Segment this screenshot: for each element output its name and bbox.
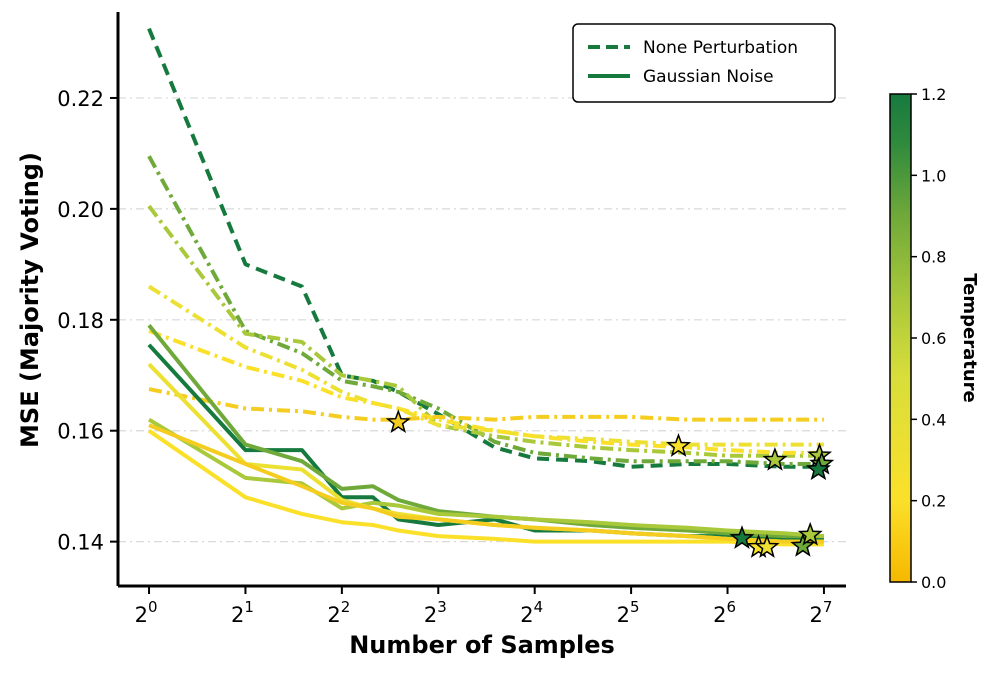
best-point-star <box>729 525 755 549</box>
x-tick-label: 20 <box>135 598 158 627</box>
best-point-star <box>666 433 692 457</box>
best-point-star <box>762 446 788 471</box>
legend-label-none-perturbation: None Perturbation <box>643 38 798 58</box>
colorbar-tick-label: 0.4 <box>921 410 946 429</box>
best-point-star <box>797 521 823 546</box>
best-markers <box>385 409 835 558</box>
series-line-solid-t0_2 <box>148 423 824 544</box>
y-tick-label: 0.18 <box>57 309 104 333</box>
colorbar-tick-label: 0.2 <box>921 492 946 511</box>
y-axis-ticks: 0.14 0.16 0.18 0.20 0.22 <box>57 87 118 555</box>
series-line-dashdot-t0_2 <box>148 387 824 422</box>
y-tick-label: 0.22 <box>57 87 104 111</box>
x-tick-label: 27 <box>809 598 832 627</box>
colorbar-label: Temperature <box>959 273 980 402</box>
colorbar-tick-label: 0.0 <box>921 573 946 592</box>
y-tick-label: 0.16 <box>57 420 104 444</box>
legend-label-gaussian-noise: Gaussian Noise <box>643 67 774 87</box>
x-axis-label: Number of Samples <box>349 631 615 659</box>
series-line-solid-t0_4 <box>147 429 824 547</box>
grid-lines <box>118 97 846 543</box>
legend-box <box>572 23 836 103</box>
colorbar-ticks: 0.0 0.2 0.4 0.6 0.8 1.0 1.2 <box>911 85 946 592</box>
x-tick-label: 24 <box>520 598 543 627</box>
x-tick-label: 21 <box>231 598 254 627</box>
colorbar-tick-label: 1.0 <box>921 166 946 185</box>
series-line-dashdot-t1 <box>147 155 824 466</box>
colorbar-tick-label: 1.2 <box>921 85 946 104</box>
x-tick-label: 22 <box>327 598 350 627</box>
x-axis-ticks: 20 21 22 23 24 25 26 27 <box>135 586 832 627</box>
best-point-star <box>805 456 831 481</box>
series-line-dashdot-t0_8 <box>147 204 824 458</box>
series-line-dashdot-t0_6 <box>147 284 824 447</box>
series-line-dashdot-t0_4 <box>148 329 824 455</box>
x-tick-label: 23 <box>424 598 447 627</box>
best-point-star <box>385 409 411 434</box>
y-tick-label: 0.14 <box>57 531 104 555</box>
series-line-dashed-t1_2 <box>147 27 824 469</box>
colorbar-gradient <box>889 93 912 583</box>
series-layer <box>147 27 825 547</box>
x-tick-label: 26 <box>713 598 736 627</box>
x-tick-label: 25 <box>617 598 640 627</box>
legend: None Perturbation Gaussian Noise <box>572 23 836 103</box>
colorbar-tick-label: 0.8 <box>921 248 946 267</box>
best-point-star <box>754 534 780 558</box>
y-tick-label: 0.20 <box>57 198 104 222</box>
y-axis-label: MSE (Majority Voting) <box>16 152 44 448</box>
colorbar: 0.0 0.2 0.4 0.6 0.8 1.0 1.2 Temperature <box>889 85 980 592</box>
colorbar-tick-label: 0.6 <box>921 329 946 348</box>
